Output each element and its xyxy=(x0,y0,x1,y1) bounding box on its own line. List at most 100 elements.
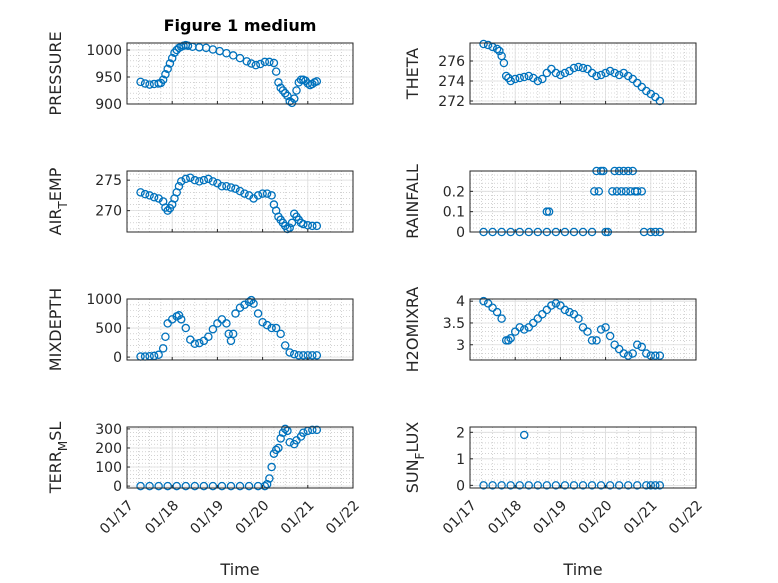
data-point xyxy=(251,60,261,70)
data-point xyxy=(312,351,322,360)
data-point xyxy=(235,53,245,63)
panel-pressure: 900 950 1000 PRESSURE xyxy=(46,31,354,116)
data-point xyxy=(551,481,561,490)
x-tick-label: 01/22 xyxy=(323,498,363,538)
y-tick-label: 900 xyxy=(95,97,122,113)
data-point xyxy=(492,44,502,54)
data-point xyxy=(258,189,267,198)
data-point xyxy=(544,207,554,216)
data-point xyxy=(592,336,601,345)
data-point xyxy=(610,68,619,78)
data-point xyxy=(524,71,534,81)
data-point xyxy=(592,71,601,81)
data-point xyxy=(533,481,543,490)
y-tick-label: 3 xyxy=(456,338,465,354)
data-point xyxy=(280,341,290,350)
y-tick-label: 100 xyxy=(95,460,122,476)
data-point xyxy=(285,97,294,106)
y-axis-label: TERRMSL xyxy=(46,422,70,495)
data-point xyxy=(510,74,520,84)
y-tick-label: 0 xyxy=(456,225,465,241)
y-tick-label: 1000 xyxy=(86,292,122,308)
x-axis-label-right: Time xyxy=(562,560,602,579)
data-point xyxy=(560,68,570,78)
data-point xyxy=(226,183,236,192)
data-point xyxy=(605,331,615,341)
data-point xyxy=(174,181,184,191)
data-point xyxy=(204,174,213,184)
y-axis-label: THETA xyxy=(403,48,422,100)
x-tick-label: 01/21 xyxy=(621,498,661,538)
data-point xyxy=(565,307,574,317)
x-axis-label-left: Time xyxy=(219,560,259,579)
data-point xyxy=(176,177,186,186)
data-point xyxy=(235,481,245,491)
y-tick-label: 0 xyxy=(113,479,122,495)
data-point xyxy=(628,349,637,358)
y-tick-label: 500 xyxy=(95,321,122,337)
data-point xyxy=(276,434,285,443)
data-point xyxy=(276,83,285,93)
data-point xyxy=(170,48,179,57)
y-tick-label: 950 xyxy=(95,70,122,86)
data-point xyxy=(497,314,506,323)
y-tick-label: 200 xyxy=(95,441,122,457)
data-point xyxy=(497,481,506,490)
data-point xyxy=(569,309,579,319)
data-point xyxy=(533,314,543,323)
data-point xyxy=(504,336,513,345)
data-point xyxy=(501,336,511,345)
data-point xyxy=(578,323,588,332)
y-tick-label: 274 xyxy=(438,74,465,90)
data-point xyxy=(204,332,213,342)
x-tick-label: 01/18 xyxy=(142,498,182,538)
y-axis-label: AIRTEMP xyxy=(46,167,70,235)
y-tick-label: 3.5 xyxy=(443,316,465,332)
data-point xyxy=(483,40,493,50)
data-point xyxy=(632,187,642,196)
data-point xyxy=(176,315,186,324)
data-point xyxy=(605,481,615,490)
data-point xyxy=(240,189,249,198)
data-point xyxy=(479,481,488,490)
data-point xyxy=(632,340,642,349)
data-point xyxy=(217,481,227,491)
data-point xyxy=(265,474,274,483)
data-point xyxy=(578,481,588,490)
data-point xyxy=(303,221,313,230)
data-point xyxy=(260,481,270,491)
data-point xyxy=(145,80,154,89)
data-point xyxy=(145,481,154,491)
data-point xyxy=(655,351,665,360)
data-point xyxy=(267,323,276,333)
data-point xyxy=(256,59,265,69)
data-point xyxy=(280,424,290,434)
data-point xyxy=(208,177,218,186)
data-point xyxy=(515,481,524,490)
data-point xyxy=(294,351,304,360)
data-point xyxy=(163,481,172,491)
data-point xyxy=(651,351,660,360)
data-point xyxy=(479,39,488,49)
data-point xyxy=(265,57,274,67)
y-tick-label: 0 xyxy=(113,350,122,366)
data-point xyxy=(269,58,279,68)
data-point xyxy=(637,342,647,352)
data-point xyxy=(136,481,145,491)
y-axis-label: H2OMIXRA xyxy=(403,287,422,373)
panel-air_temp: 270 275 AIRTEMP xyxy=(46,167,354,235)
y-tick-label: 272 xyxy=(438,94,465,110)
data-point xyxy=(231,309,240,318)
data-point xyxy=(276,329,285,339)
data-point xyxy=(506,333,515,343)
data-point xyxy=(601,323,610,332)
y-axis-label: MIXDEPTH xyxy=(46,288,65,371)
data-point xyxy=(172,481,181,491)
panel-sun_flux: 0 1 2 01/17 01/18 01/19 01/20 01/21 01/22 SUNFLUX xyxy=(403,422,706,538)
panel-theta: 272 274 276 THETA xyxy=(403,39,697,110)
data-point xyxy=(190,339,200,348)
data-point xyxy=(181,323,191,333)
data-point xyxy=(199,481,209,491)
x-tick-label: 01/21 xyxy=(278,498,318,538)
